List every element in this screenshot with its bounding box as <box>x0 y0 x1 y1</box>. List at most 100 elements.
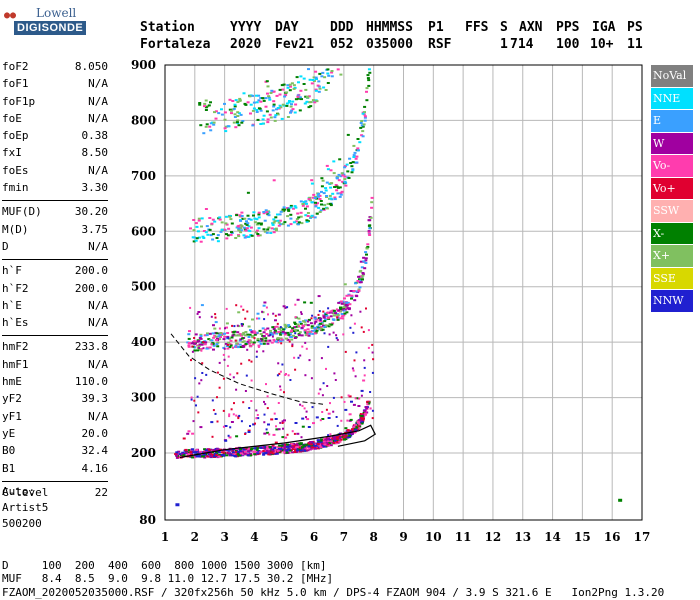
echo-point <box>217 455 221 458</box>
echo-point <box>327 74 331 77</box>
echo-point <box>259 342 263 345</box>
echo-point <box>196 395 199 398</box>
echo-point <box>224 215 228 218</box>
echo-point <box>288 325 292 328</box>
echo-point <box>294 328 298 331</box>
header-value-hhmmss: 035000 <box>366 37 413 52</box>
echo-point <box>279 106 283 109</box>
header-label-ddd: DDD <box>330 20 354 35</box>
echo-point <box>218 361 221 364</box>
echo-point <box>238 339 242 342</box>
echo-point <box>211 218 215 221</box>
echo-point <box>255 231 258 234</box>
echo-point <box>257 94 261 97</box>
echo-point <box>363 116 367 119</box>
echo-point <box>242 226 246 229</box>
echo-point <box>287 207 291 210</box>
echo-point <box>330 75 334 78</box>
echo-point <box>287 324 291 327</box>
echo-point <box>190 396 193 399</box>
param-label: D <box>2 239 9 253</box>
echo-point <box>322 382 325 385</box>
echo-point <box>297 97 300 100</box>
echo-point <box>290 103 293 106</box>
echo-point <box>189 306 192 309</box>
echo-point <box>276 322 279 325</box>
echo-point <box>239 448 243 451</box>
echo-point <box>274 441 278 444</box>
echo-point <box>363 366 366 369</box>
echo-point <box>276 449 280 452</box>
echo-point <box>314 201 317 204</box>
echo-point <box>200 379 203 382</box>
echo-point <box>278 372 281 375</box>
echo-point <box>338 440 342 443</box>
echo-point <box>281 208 285 211</box>
echo-point <box>366 246 370 248</box>
logo-line1: Lowell <box>36 6 77 20</box>
echo-point <box>343 312 347 315</box>
echo-point <box>335 176 339 179</box>
echo-point <box>356 147 360 150</box>
echo-point <box>256 414 259 416</box>
echo-point <box>279 388 282 391</box>
echo-point <box>259 123 263 125</box>
echo-point <box>241 333 245 336</box>
echo-point <box>211 435 214 438</box>
echo-point <box>243 228 247 231</box>
echo-point <box>284 326 288 329</box>
echo-point <box>277 330 281 333</box>
echo-point <box>311 314 314 317</box>
echo-point <box>186 432 190 435</box>
echo-point <box>325 195 328 197</box>
echo-point <box>209 101 212 104</box>
echo-point <box>302 446 306 449</box>
echo-point <box>237 451 241 453</box>
echo-point <box>316 84 320 87</box>
echo-point <box>321 418 325 420</box>
echo-point <box>275 452 279 455</box>
echo-point <box>318 198 322 200</box>
echo-point <box>366 74 370 77</box>
echo-point <box>228 343 232 346</box>
echo-point <box>290 109 294 112</box>
echo-point <box>355 161 359 164</box>
echo-point <box>310 214 314 217</box>
echo-point <box>287 101 291 104</box>
echo-point <box>336 316 339 319</box>
echo-point <box>217 112 221 115</box>
echo-point <box>285 337 288 340</box>
echo-point <box>215 454 219 457</box>
echo-point <box>263 328 267 331</box>
echo-point <box>242 453 245 456</box>
echo-point <box>253 221 257 224</box>
echo-point <box>365 307 367 310</box>
param-label: fmin <box>2 181 29 195</box>
echo-point <box>249 226 253 229</box>
echo-point <box>304 323 307 326</box>
echo-point <box>256 417 260 420</box>
echo-point <box>337 309 340 312</box>
echo-point <box>307 106 311 109</box>
echo-point <box>251 124 255 127</box>
echo-point <box>206 455 210 458</box>
echo-point <box>309 330 313 333</box>
echo-point <box>344 350 347 353</box>
echo-point <box>281 223 285 226</box>
echo-point <box>281 363 284 366</box>
echo-point <box>359 275 363 278</box>
echo-point <box>357 421 360 424</box>
echo-point <box>230 231 233 234</box>
footer-file-line: FZAOM_2020052035000.RSF / 320fx256h 50 k… <box>2 586 665 599</box>
echo-point <box>304 341 307 344</box>
echo-point <box>317 90 321 93</box>
echo-point <box>324 324 328 327</box>
echo-point <box>228 98 232 101</box>
echo-point <box>295 325 299 328</box>
echo-point <box>223 111 227 114</box>
echo-point <box>324 187 328 190</box>
echo-point <box>314 195 317 198</box>
echo-point <box>241 341 245 343</box>
echo-point <box>231 100 235 102</box>
echo-point <box>344 436 348 438</box>
